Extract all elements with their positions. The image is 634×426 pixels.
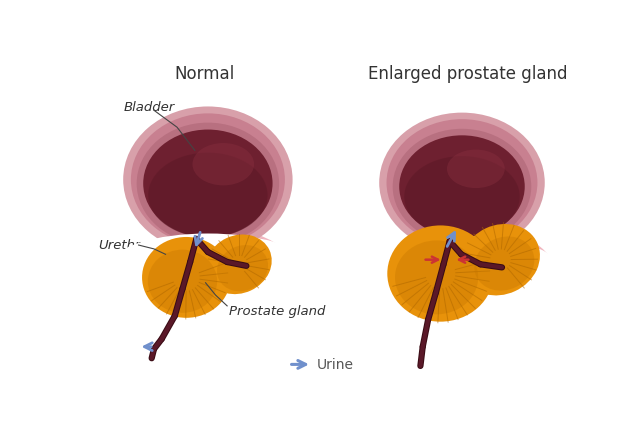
Text: Normal: Normal [174, 65, 234, 83]
Ellipse shape [474, 237, 534, 291]
Text: Prostate gland: Prostate gland [229, 304, 325, 317]
Ellipse shape [142, 237, 231, 318]
Text: Urethra: Urethra [98, 238, 148, 251]
Ellipse shape [465, 231, 547, 267]
Ellipse shape [392, 130, 531, 245]
Ellipse shape [399, 136, 525, 238]
Text: Bladder: Bladder [123, 101, 174, 114]
Ellipse shape [131, 114, 285, 246]
Ellipse shape [217, 245, 268, 291]
Ellipse shape [387, 226, 493, 322]
Ellipse shape [379, 113, 545, 253]
Ellipse shape [368, 236, 556, 296]
Ellipse shape [112, 234, 304, 295]
Ellipse shape [194, 228, 291, 276]
Ellipse shape [148, 153, 268, 238]
Ellipse shape [148, 250, 217, 313]
Ellipse shape [205, 235, 272, 294]
Ellipse shape [395, 241, 478, 315]
Text: Enlarged prostate gland: Enlarged prostate gland [368, 65, 567, 83]
Ellipse shape [143, 130, 273, 238]
Ellipse shape [193, 144, 254, 186]
Ellipse shape [461, 225, 540, 296]
Ellipse shape [387, 120, 538, 247]
Ellipse shape [453, 228, 551, 276]
Ellipse shape [404, 157, 520, 237]
Ellipse shape [123, 107, 292, 253]
Ellipse shape [137, 124, 279, 245]
Text: Urine: Urine [316, 357, 354, 371]
Ellipse shape [205, 231, 287, 267]
Ellipse shape [447, 150, 505, 189]
